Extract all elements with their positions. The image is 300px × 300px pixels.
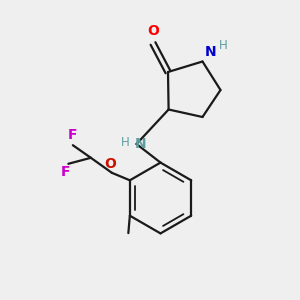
Text: H: H [121,136,130,149]
Text: N: N [205,45,217,59]
Text: H: H [219,39,228,52]
Text: O: O [105,157,117,171]
Text: F: F [68,128,77,142]
Text: N: N [135,137,147,151]
Text: F: F [61,165,70,179]
Text: O: O [147,24,159,38]
